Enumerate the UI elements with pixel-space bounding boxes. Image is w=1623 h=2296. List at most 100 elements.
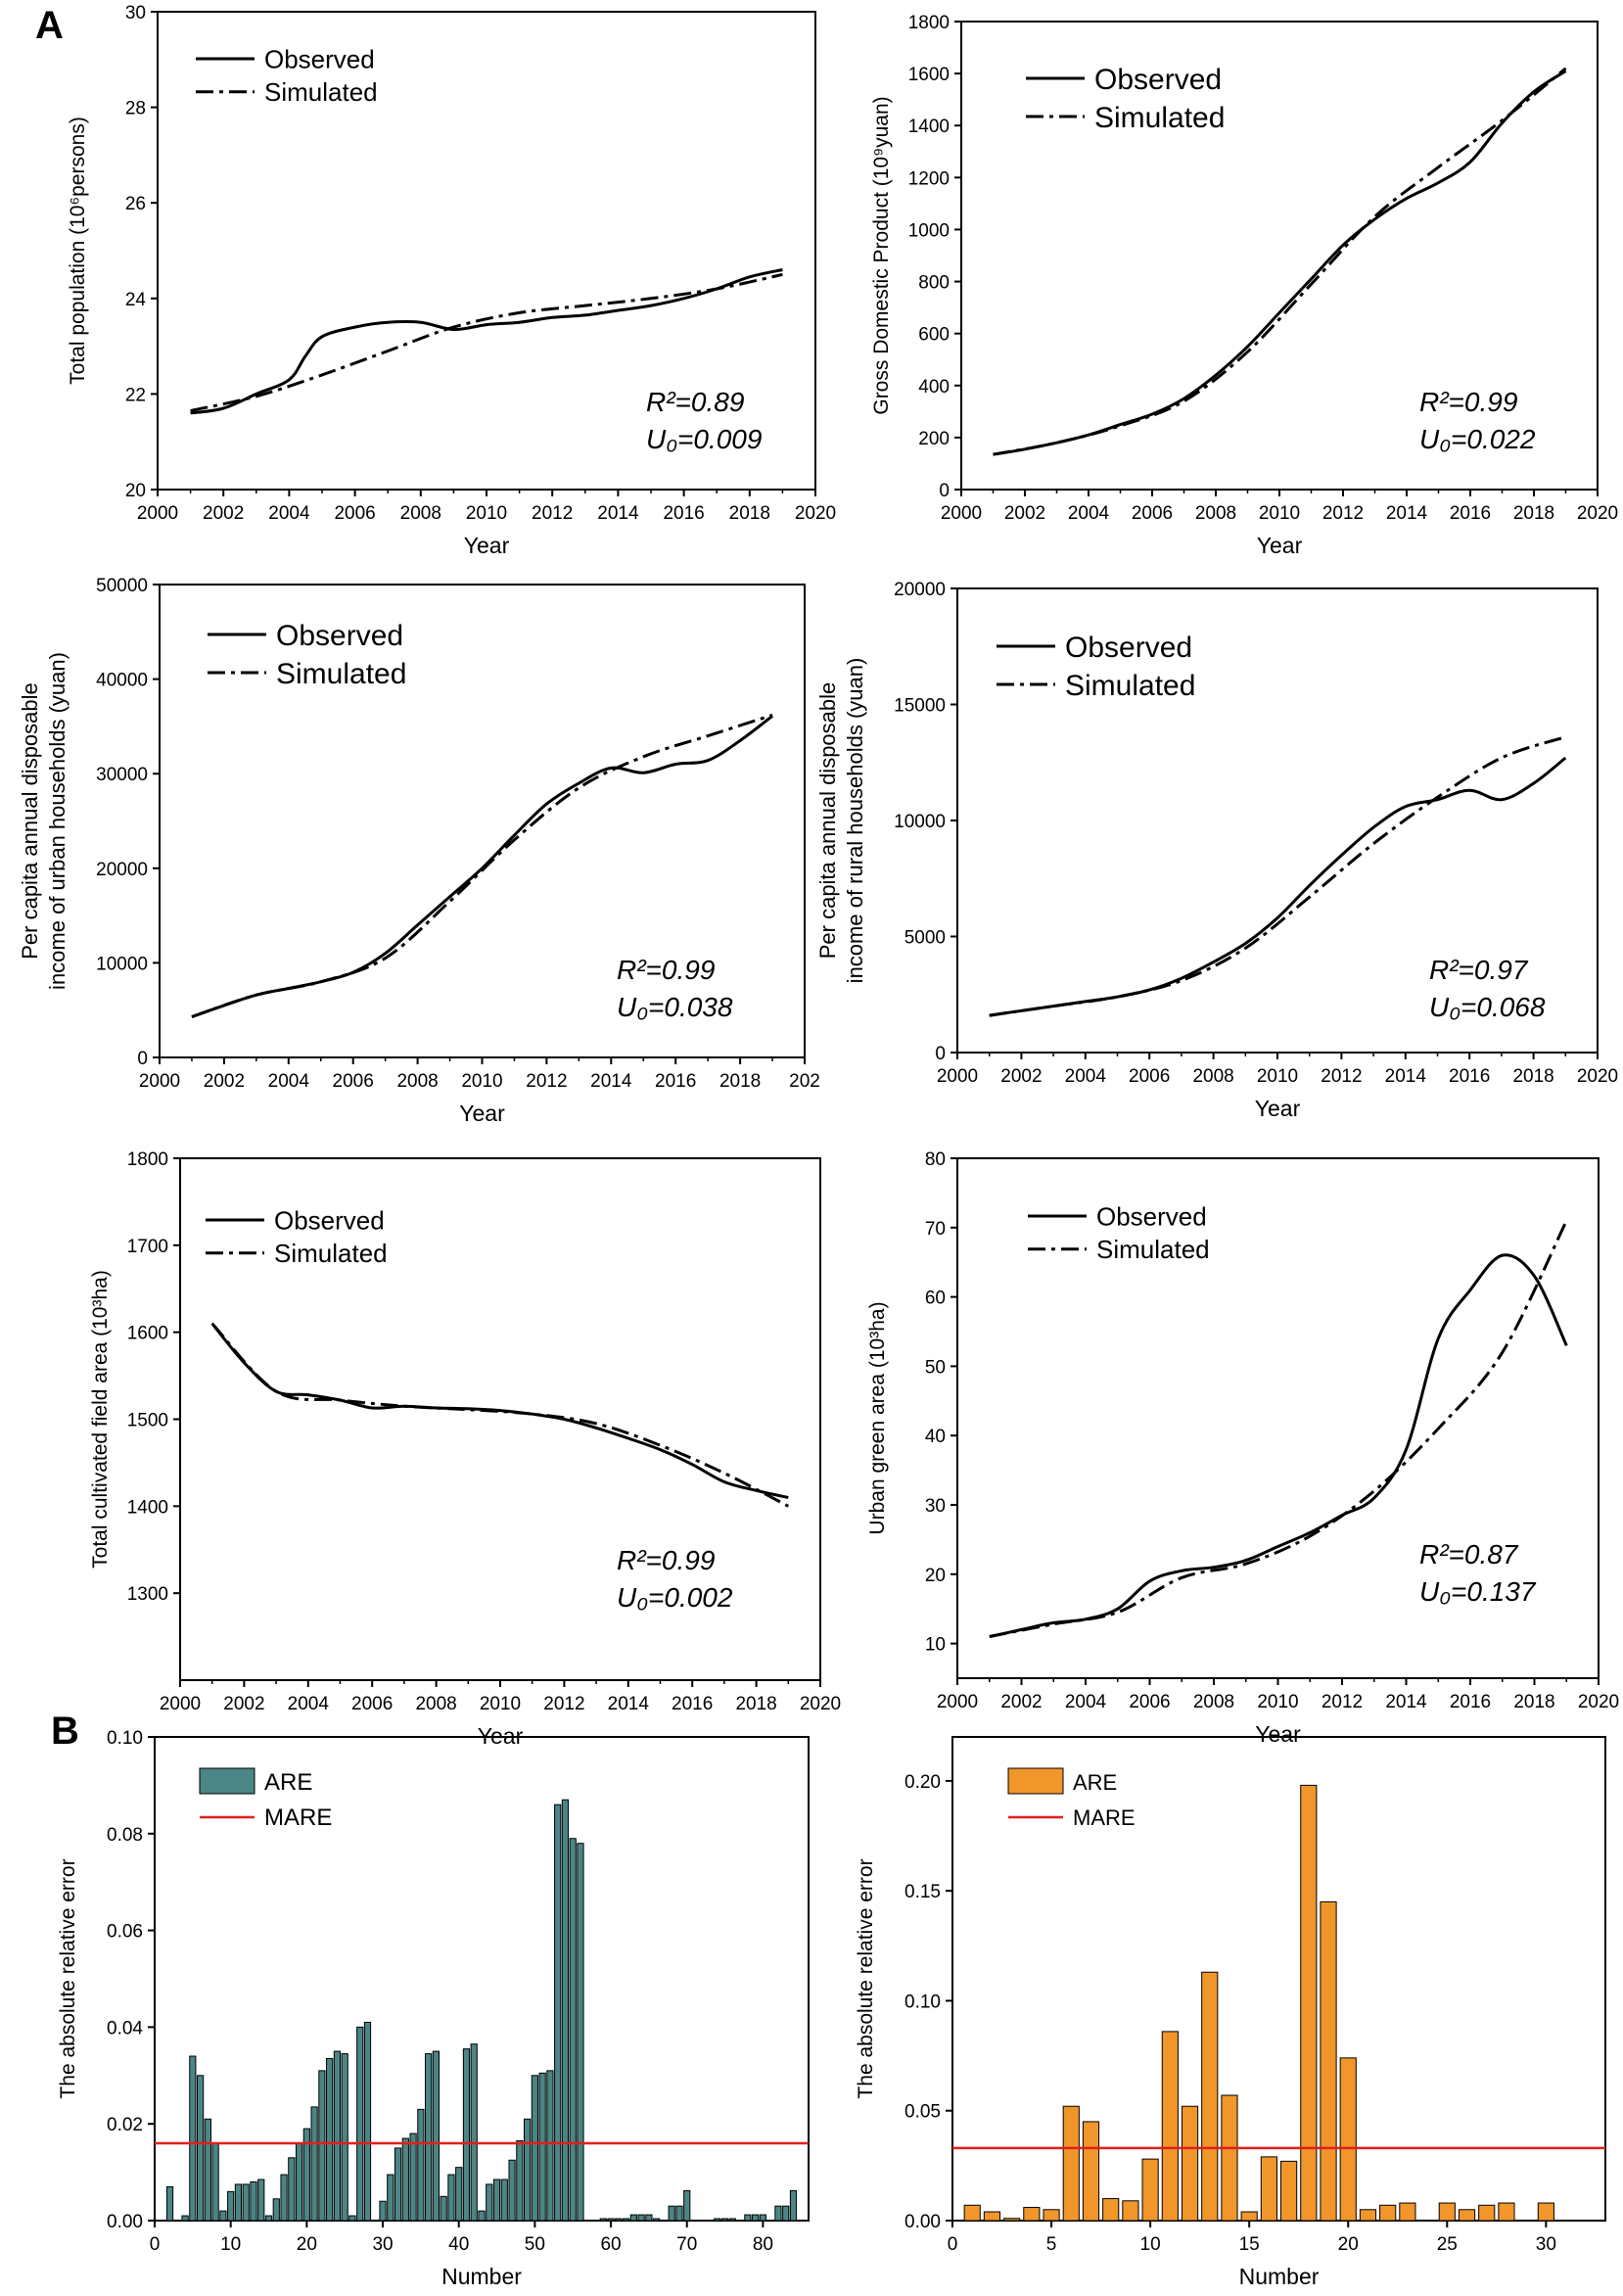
bar xyxy=(569,1838,577,2222)
x-tick-label: 2002 xyxy=(203,503,244,524)
x-tick-label: 2020 xyxy=(1578,1692,1619,1712)
x-tick-label: 2000 xyxy=(137,503,178,524)
simulated-line xyxy=(191,713,773,1018)
bar xyxy=(675,2205,683,2222)
u0-label: U₀=0.068 xyxy=(1429,992,1546,1022)
y-tick-label: 0.02 xyxy=(107,2115,143,2135)
observed-line xyxy=(989,1253,1568,1638)
bar xyxy=(356,2026,364,2222)
legend-label-observed: Observed xyxy=(1096,1201,1207,1231)
y-axis-title-line2: income of urban households (yuan) xyxy=(45,652,70,990)
u0-label: U₀=0.137 xyxy=(1419,1576,1537,1607)
legend-swatch-are xyxy=(1007,1767,1064,1795)
x-tick-label: 2018 xyxy=(735,1694,776,1714)
legend-label-observed: Observed xyxy=(264,44,375,73)
bar xyxy=(1498,2202,1515,2222)
plot-frame xyxy=(951,1736,1606,2222)
bar xyxy=(963,2204,981,2222)
y-tick-label: 10 xyxy=(925,1635,946,1656)
y-axis-title: Urban green area (10³ha) xyxy=(866,1301,889,1534)
y-tick-label: 5000 xyxy=(904,928,946,949)
bar xyxy=(1201,1971,1219,2222)
bar xyxy=(165,2185,174,2222)
u0-label: U₀=0.002 xyxy=(617,1582,733,1613)
bar xyxy=(500,2179,508,2222)
legend-label-observed: Observed xyxy=(274,1205,385,1235)
y-tick-label: 28 xyxy=(125,99,146,119)
bar xyxy=(1240,2211,1258,2222)
legend-label-simulated: Simulated xyxy=(1065,670,1195,702)
x-tick-label: 202 xyxy=(789,1071,820,1092)
y-tick-label: 40 xyxy=(925,1427,946,1447)
x-tick-label: 2008 xyxy=(1195,503,1236,524)
bar xyxy=(774,2205,782,2222)
x-tick-label: 30 xyxy=(1536,2234,1556,2255)
bar xyxy=(561,1799,570,2222)
y-tick-label: 22 xyxy=(125,385,146,405)
x-tick-label: 20 xyxy=(297,2234,317,2255)
r-squared-label: R²=0.99 xyxy=(617,1545,715,1575)
bar xyxy=(683,2189,691,2222)
x-tick-label: 2016 xyxy=(672,1694,713,1714)
bar xyxy=(211,2142,219,2222)
y-tick-label: 1000 xyxy=(908,220,950,241)
bar xyxy=(242,2183,250,2222)
bar xyxy=(759,2214,767,2222)
legend-swatch-are xyxy=(199,1767,255,1795)
bar xyxy=(599,2218,607,2222)
bar xyxy=(302,2128,310,2222)
y-tick-label: 26 xyxy=(125,194,146,214)
bar xyxy=(219,2210,227,2222)
y-tick-label: 0.05 xyxy=(904,2102,941,2123)
bar xyxy=(523,2118,532,2222)
bar xyxy=(189,2055,197,2222)
simulated-line xyxy=(993,67,1567,456)
y-axis-title: Per capita annual disposable xyxy=(815,682,840,960)
bar xyxy=(744,2214,752,2222)
x-tick-label: 2014 xyxy=(1385,1066,1427,1087)
x-axis-title: Year xyxy=(1255,1096,1301,1121)
x-tick-label: 10 xyxy=(220,2234,241,2255)
y-tick-label: 1300 xyxy=(127,1584,168,1605)
bar xyxy=(516,2139,524,2222)
x-tick-label: 2014 xyxy=(590,1071,632,1092)
y-axis-title: The absolute relative error xyxy=(855,1858,877,2098)
x-tick-label: 2002 xyxy=(1004,503,1045,524)
x-tick-label: 2002 xyxy=(223,1694,264,1714)
x-tick-label: 2008 xyxy=(396,1071,438,1092)
x-tick-label: 2016 xyxy=(1450,1692,1491,1712)
y-tick-label: 800 xyxy=(918,273,950,294)
y-tick-label: 15000 xyxy=(894,696,946,717)
y-tick-label: 10000 xyxy=(894,812,946,832)
y-tick-label: 80 xyxy=(925,1149,946,1170)
x-tick-label: 2018 xyxy=(1512,1066,1553,1087)
x-axis-title: Year xyxy=(478,1723,524,1749)
bar xyxy=(425,2053,433,2222)
x-tick-label: 2020 xyxy=(795,503,836,524)
x-tick-label: 2006 xyxy=(1129,1692,1170,1712)
bar xyxy=(462,2048,471,2222)
bar xyxy=(1023,2207,1041,2222)
bar xyxy=(1399,2202,1416,2222)
x-tick-label: 2004 xyxy=(288,1694,330,1714)
y-tick-label: 50000 xyxy=(96,576,148,596)
y-tick-label: 1400 xyxy=(127,1497,168,1518)
x-tick-label: 2014 xyxy=(608,1694,650,1714)
x-tick-label: 5 xyxy=(1046,2234,1057,2255)
bar xyxy=(227,2190,235,2222)
legend-label-simulated: Simulated xyxy=(276,658,406,690)
x-tick-label: 2010 xyxy=(461,1071,502,1092)
x-tick-label: 2008 xyxy=(415,1694,456,1714)
simulated-line xyxy=(989,1220,1568,1638)
bar xyxy=(318,2070,326,2222)
x-tick-label: 2018 xyxy=(729,503,770,524)
bar xyxy=(637,2214,645,2222)
bar xyxy=(181,2215,189,2222)
bar xyxy=(538,2072,546,2222)
y-tick-label: 0.06 xyxy=(107,1922,143,1943)
observed-line xyxy=(190,268,783,415)
bar xyxy=(1141,2158,1159,2222)
